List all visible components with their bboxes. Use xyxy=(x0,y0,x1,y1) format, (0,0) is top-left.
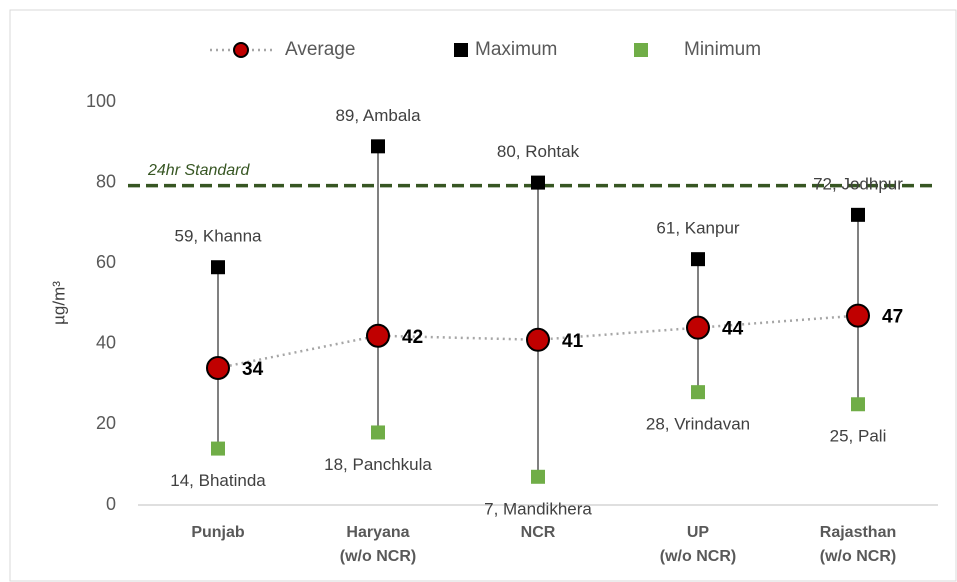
x-tick-line: Rajasthan xyxy=(820,524,896,541)
max-label: 89, Ambala xyxy=(335,106,421,125)
average-label: 41 xyxy=(562,331,584,352)
max-marker xyxy=(691,252,705,267)
y-tick-label: 20 xyxy=(96,413,116,433)
x-tick-label: Haryana (w/o NCR) xyxy=(340,524,416,565)
max-label: 61, Kanpur xyxy=(656,219,740,238)
legend-label: Minimum xyxy=(684,39,761,60)
min-label: 28, Vrindavan xyxy=(646,415,750,434)
average-label: 34 xyxy=(242,359,264,380)
average-line xyxy=(217,314,859,370)
min-marker xyxy=(851,397,865,412)
max-marker xyxy=(531,175,545,190)
min-label: 7, Mandikhera xyxy=(484,499,592,518)
max-label: 80, Rohtak xyxy=(497,142,580,161)
y-axis-label: µg/m³ xyxy=(49,281,68,325)
max-label: 72, Jodhpur xyxy=(813,174,903,193)
y-tick-label: 60 xyxy=(96,252,116,272)
average-marker xyxy=(846,303,870,328)
y-tick-label: 80 xyxy=(96,171,116,191)
max-marker xyxy=(211,260,225,275)
max-label: 59, Khanna xyxy=(175,227,263,246)
legend-marker xyxy=(634,43,648,57)
x-tick-line: Haryana xyxy=(346,524,409,541)
min-marker xyxy=(211,441,225,456)
min-label: 18, Panchkula xyxy=(324,455,432,474)
x-tick-line: UP xyxy=(687,524,710,541)
x-tick-label: UP (w/o NCR) xyxy=(660,524,736,565)
average-marker xyxy=(366,323,390,348)
average-label: 47 xyxy=(882,307,903,328)
chart-frame xyxy=(9,9,957,582)
y-tick-label: 100 xyxy=(86,91,116,111)
legend-label: Average xyxy=(285,39,355,60)
x-tick-label: Rajasthan (w/o NCR) xyxy=(820,524,896,565)
y-tick-label: 40 xyxy=(96,333,116,353)
x-tick-label: NCR xyxy=(521,524,556,541)
x-tick-line: NCR xyxy=(521,524,556,541)
x-tick-label: Punjab xyxy=(191,524,245,541)
min-marker xyxy=(531,469,545,484)
average-label: 44 xyxy=(722,319,744,340)
max-marker xyxy=(371,139,385,154)
min-label: 25, Pali xyxy=(830,427,887,446)
average-label: 42 xyxy=(402,327,423,348)
x-tick-line: (w/o NCR) xyxy=(660,548,736,565)
min-marker xyxy=(691,385,705,400)
legend-marker xyxy=(454,43,468,57)
legend-marker xyxy=(233,42,249,58)
max-marker xyxy=(851,207,865,222)
min-marker xyxy=(371,425,385,440)
x-tick-line: Punjab xyxy=(191,524,245,541)
average-marker xyxy=(686,315,710,340)
average-marker xyxy=(206,355,230,380)
legend-label: Maximum xyxy=(475,39,557,60)
min-label: 14, Bhatinda xyxy=(170,471,266,490)
standard-label: 24hr Standard xyxy=(147,162,251,179)
average-marker xyxy=(526,327,550,352)
y-tick-label: 0 xyxy=(106,494,116,514)
x-tick-line: (w/o NCR) xyxy=(820,548,896,565)
x-tick-line: (w/o NCR) xyxy=(340,548,416,565)
